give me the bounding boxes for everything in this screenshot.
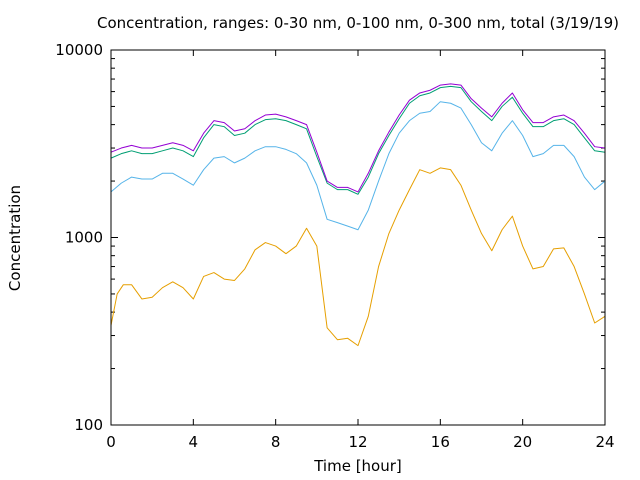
y-tick-label: 1000 [65,229,103,247]
x-tick-label: 0 [106,433,116,451]
axes: 0 4 8 12 16 20 24 100 1000 10000 [55,41,614,451]
x-axis-label: Time [hour] [313,457,402,475]
x-tick-label: 4 [189,433,199,451]
x-tick-label: 8 [271,433,281,451]
x-tick-label: 16 [431,433,450,451]
plot-frame [110,49,606,426]
x-tick-label: 20 [513,433,532,451]
series-line-3 [110,85,606,195]
y-axis-label: Concentration [6,185,24,291]
series-group [110,83,606,347]
x-tick-label: 12 [348,433,367,451]
series-line-1 [110,167,606,347]
x-tick-label: 24 [595,433,614,451]
chart-title: Concentration, ranges: 0-30 nm, 0-100 nm… [97,14,619,32]
series-line-2 [110,101,606,231]
y-tick-label: 100 [74,416,103,434]
series-line-4 [110,83,606,193]
y-tick-label: 10000 [55,41,103,59]
